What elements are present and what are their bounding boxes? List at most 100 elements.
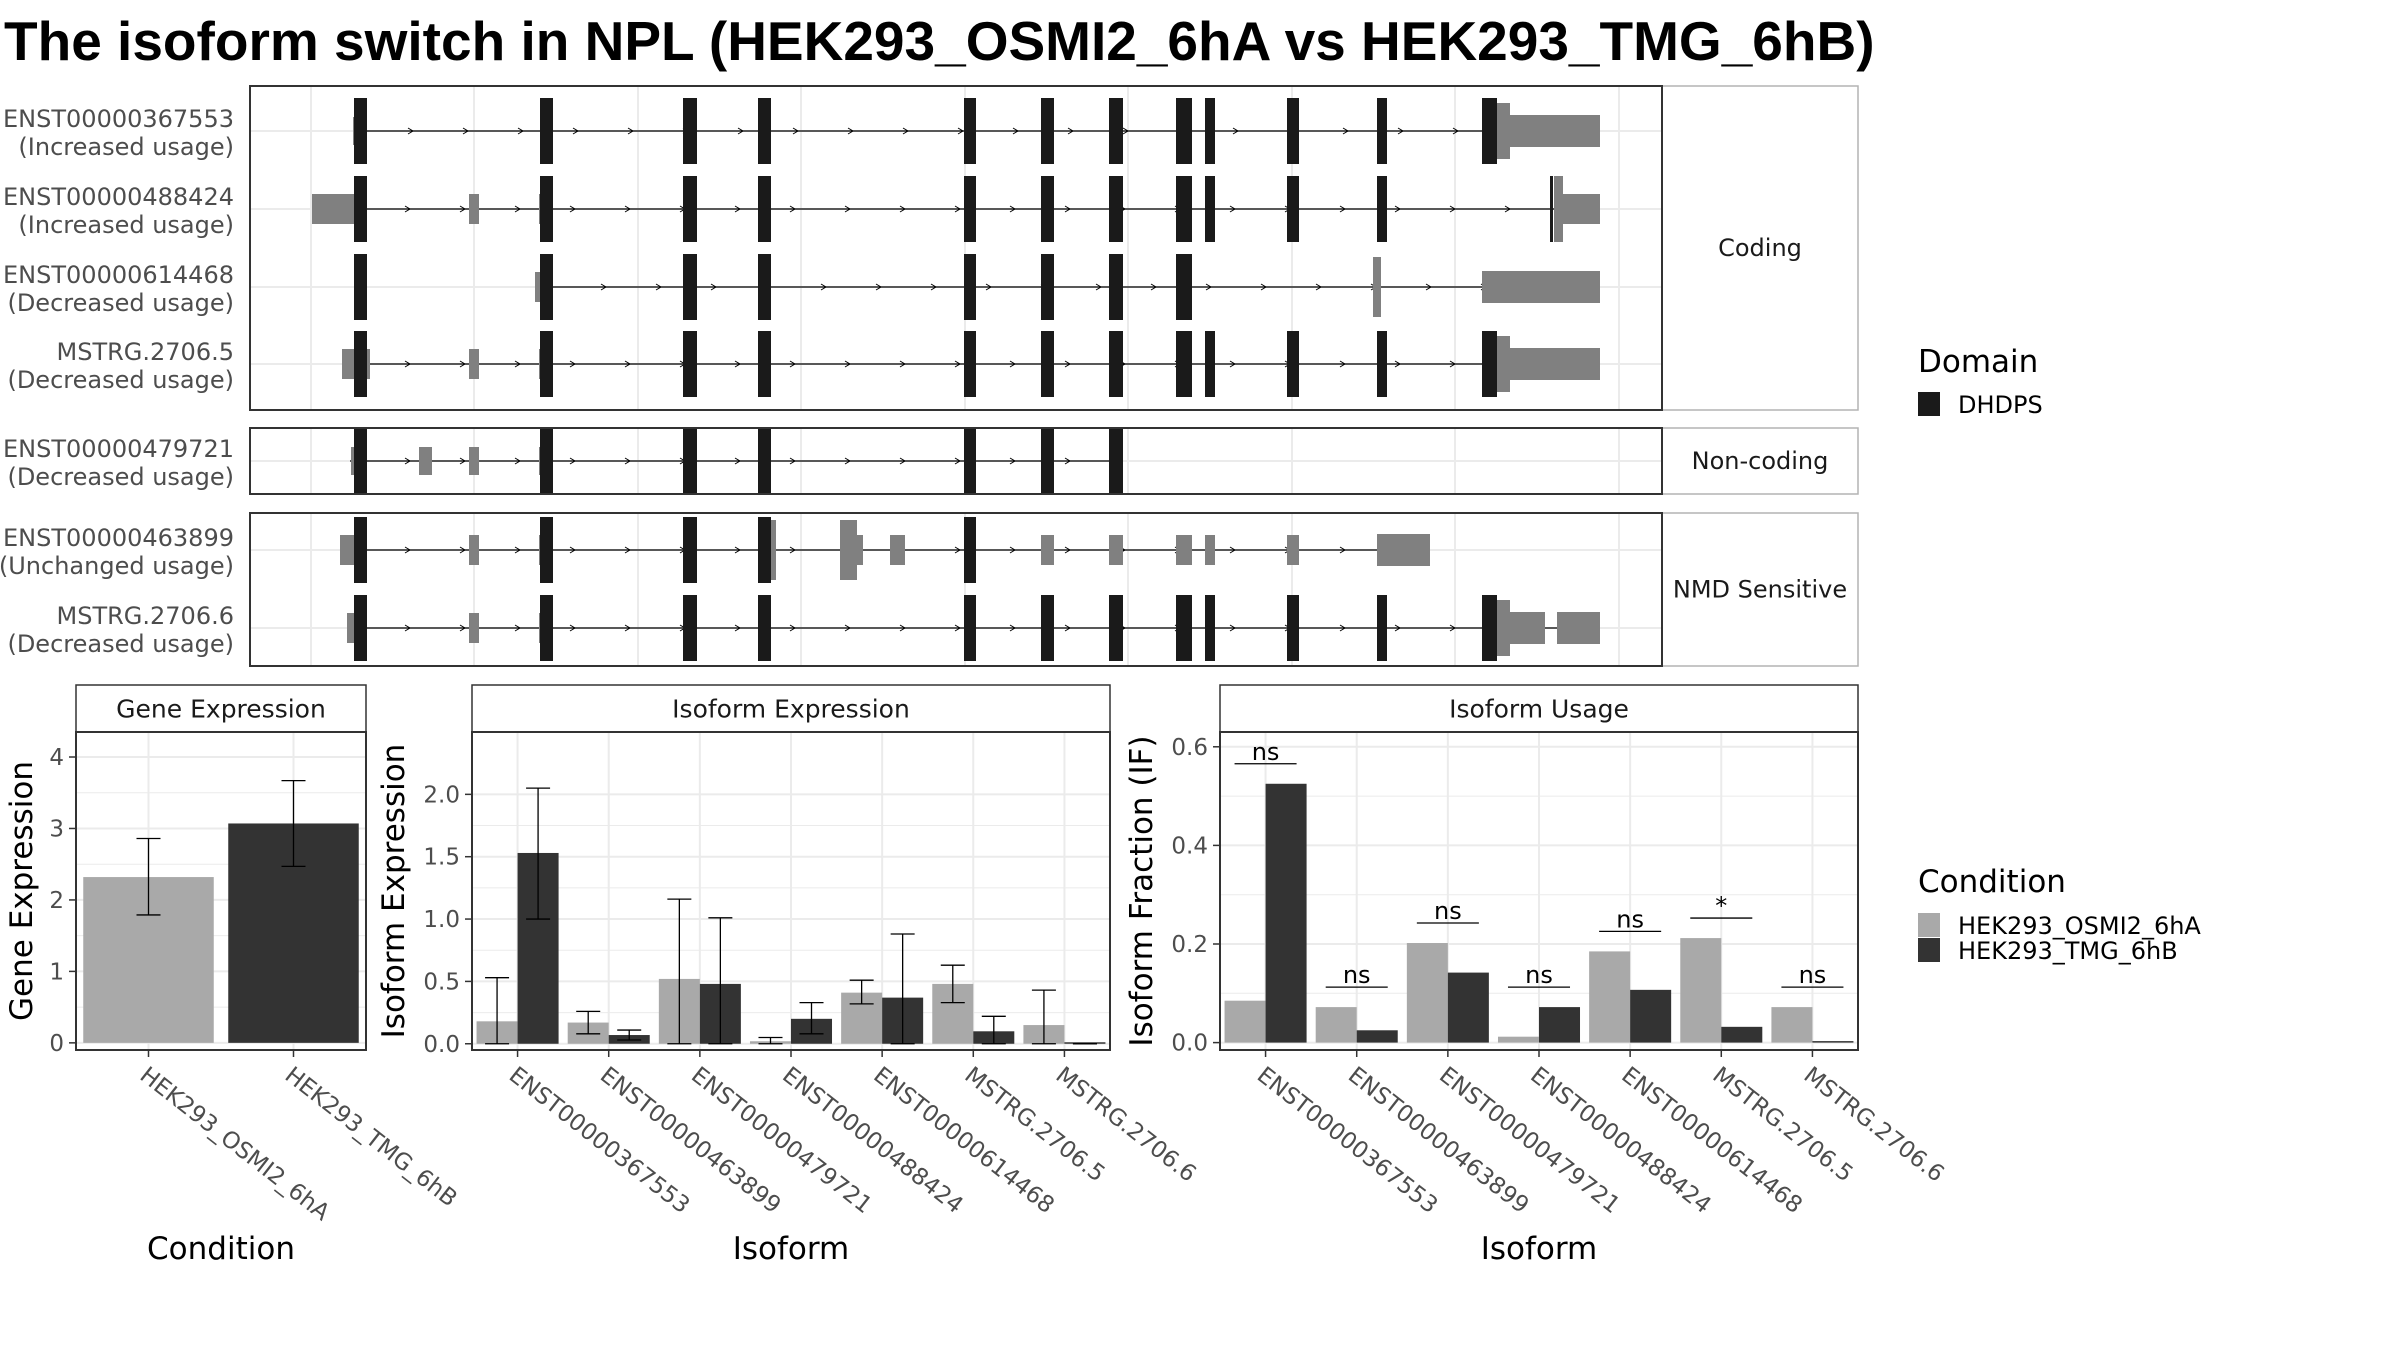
- structure-panel-border: [249, 427, 1663, 495]
- transcript-usage-label: (Decreased usage): [7, 630, 234, 658]
- transcript-track: ENST00000614468(Decreased usage): [3, 254, 1600, 320]
- domain-exon: [1176, 98, 1192, 164]
- domain-exon: [1109, 331, 1123, 397]
- domain-exon: [540, 428, 553, 494]
- legend-title: Condition: [1918, 864, 2066, 900]
- domain-exon: [354, 254, 367, 320]
- strand-arrow: [404, 624, 411, 632]
- domain-exon: [683, 428, 697, 494]
- domain-legend: Domain DHDPS: [1918, 344, 2043, 419]
- strand-arrow: [1205, 283, 1212, 291]
- transcript-track: MSTRG.2706.6(Decreased usage): [7, 595, 1600, 661]
- significance-label: ns: [1616, 905, 1644, 933]
- strand-arrow: [789, 360, 796, 368]
- transcript-id-label: ENST00000614468: [3, 261, 234, 289]
- y-tick-label: 0.5: [423, 969, 460, 995]
- domain-exon: [1482, 98, 1497, 164]
- exon: [469, 535, 479, 565]
- domain-exon: [354, 428, 367, 494]
- domain-exon: [1109, 98, 1123, 164]
- exon: [312, 194, 359, 224]
- exon: [1510, 115, 1600, 147]
- structure-panel-border: [249, 512, 1663, 667]
- domain-exon: [758, 98, 771, 164]
- domain-exon: [1041, 254, 1054, 320]
- chart-title-strip: [75, 684, 367, 733]
- strand-arrow: [514, 546, 521, 554]
- strand-arrow: [1339, 360, 1346, 368]
- strand-arrow: [1064, 624, 1071, 632]
- domain-exon: [683, 176, 697, 242]
- strand-arrow: [737, 127, 744, 135]
- chart-title-strip: [1219, 684, 1859, 733]
- strand-arrow: [1067, 127, 1074, 135]
- exon: [1554, 176, 1563, 242]
- strand-arrow: [954, 360, 961, 368]
- strand-arrow: [459, 360, 466, 368]
- domain-exon: [1109, 176, 1123, 242]
- exon: [1176, 535, 1192, 565]
- strand-arrow: [1064, 546, 1071, 554]
- exon: [419, 447, 432, 475]
- strand-arrow: [1260, 283, 1267, 291]
- strand-arrow: [899, 624, 906, 632]
- transcript-usage-label: (Decreased usage): [7, 366, 234, 394]
- strand-arrow: [624, 457, 631, 465]
- y-tick-label: 0.0: [1171, 1031, 1208, 1057]
- facet-strip: [1661, 427, 1859, 495]
- domain-exon: [1205, 331, 1215, 397]
- strand-arrow: [624, 205, 631, 213]
- strand-arrow: [957, 127, 964, 135]
- strand-arrow: [569, 360, 576, 368]
- strand-arrow: [1150, 283, 1157, 291]
- domain-exon: [1377, 98, 1387, 164]
- domain-exon: [540, 595, 553, 661]
- strand-arrow: [1339, 546, 1346, 554]
- domain-exon: [964, 254, 976, 320]
- structure-panel-bg: [250, 513, 1662, 666]
- exon: [1041, 535, 1054, 565]
- domain-exon: [758, 254, 771, 320]
- y-axis-title: Isoform Fraction (IF): [1124, 735, 1160, 1046]
- strand-arrow: [789, 205, 796, 213]
- domain-exon: [964, 428, 976, 494]
- legend-title: Domain: [1918, 344, 2038, 380]
- y-axis-title: Isoform Expression: [376, 744, 412, 1039]
- domain-exon: [1205, 595, 1215, 661]
- strand-arrow: [1064, 457, 1071, 465]
- strand-arrow: [902, 127, 909, 135]
- facet-strip: [1661, 512, 1859, 667]
- significance-label: ns: [1252, 738, 1280, 766]
- domain-exon: [1482, 595, 1497, 661]
- strand-arrow: [1397, 127, 1404, 135]
- strand-arrow: [514, 457, 521, 465]
- exon: [857, 535, 863, 565]
- strand-arrow: [655, 283, 662, 291]
- transcript-usage-label: (Increased usage): [18, 133, 234, 161]
- significance-label: ns: [1525, 961, 1553, 989]
- domain-exon: [1041, 176, 1054, 242]
- strand-arrow: [954, 624, 961, 632]
- x-axis-title: Isoform: [1481, 1231, 1598, 1267]
- bar: [1630, 989, 1672, 1043]
- strand-arrow: [899, 205, 906, 213]
- bar: [1721, 1026, 1763, 1043]
- strand-arrow: [1229, 624, 1236, 632]
- strand-arrow: [1449, 205, 1456, 213]
- domain-exon: [1041, 428, 1054, 494]
- significance-label: ns: [1343, 961, 1371, 989]
- strand-arrow: [734, 546, 741, 554]
- transcript-track: ENST00000488424(Increased usage): [3, 176, 1600, 242]
- strand-arrow: [847, 127, 854, 135]
- domain-exon: [1109, 595, 1123, 661]
- domain-exon: [540, 176, 553, 242]
- strand-arrow: [1452, 127, 1459, 135]
- y-tick-label: 2: [49, 888, 64, 914]
- y-tick-label: 0.2: [1171, 932, 1208, 958]
- structure-panel-border: [249, 85, 1663, 411]
- exon: [1482, 271, 1600, 303]
- chart-title-strip: [471, 684, 1111, 733]
- strand-arrow: [1009, 205, 1016, 213]
- y-tick-label: 0.4: [1171, 833, 1208, 859]
